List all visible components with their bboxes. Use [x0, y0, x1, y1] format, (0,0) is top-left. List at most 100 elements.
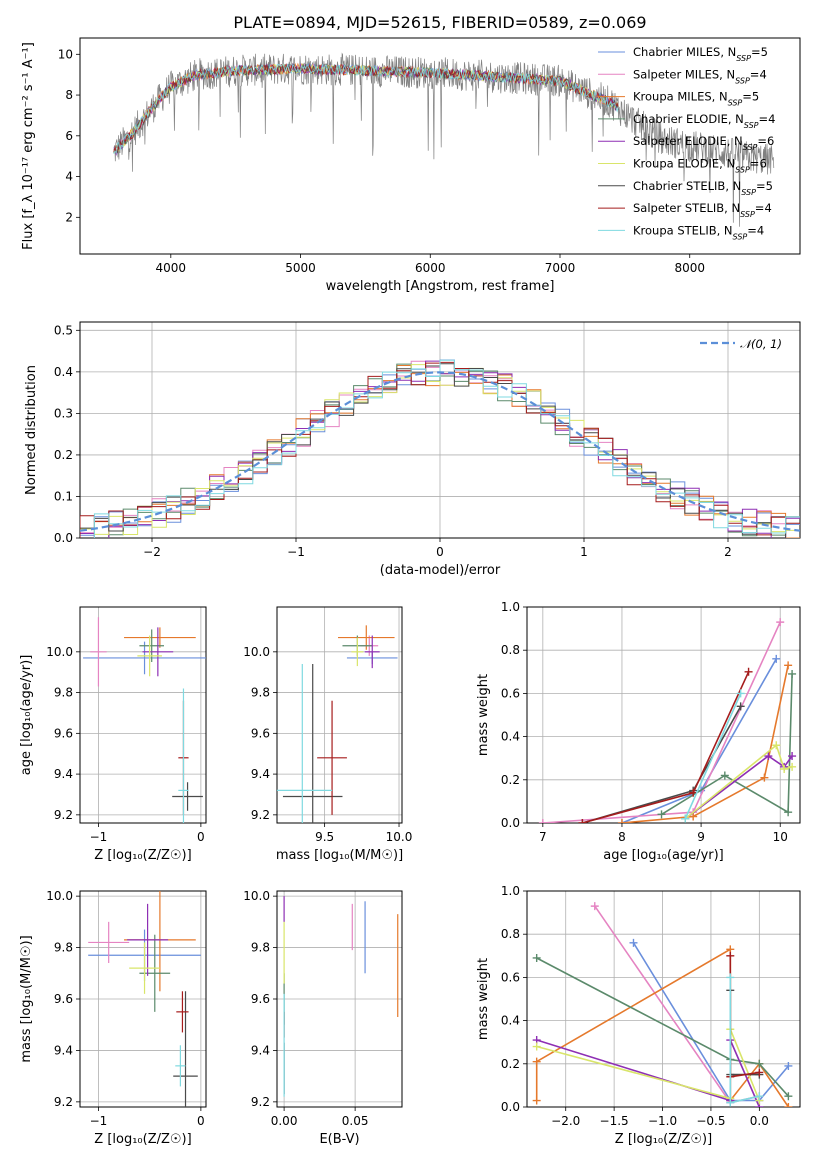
- series-line: [536, 1028, 761, 1101]
- spectrum-data-line: [113, 52, 775, 227]
- axes-frame: [526, 606, 801, 824]
- y-tick-label: 0.4: [501, 1014, 520, 1028]
- spectrum-legend: Chabrier MILES, NSSP=5 Salpeter MILES, NS…: [598, 45, 775, 241]
- series-marker: [532, 1042, 541, 1051]
- errorbar-point: [282, 664, 343, 823]
- x-axis-label: wavelength [Angstrom, rest frame]: [326, 279, 555, 294]
- x-tick-label: −1: [90, 830, 108, 844]
- x-tick-label: −2: [143, 545, 161, 559]
- x-tick-label: 9: [697, 830, 705, 844]
- age-vs-metallicity-panel: −1 0 9.2 9.4 9.6 9.8 10.0 Z [log₁₀(Z/Z☉)] age [l…: [19, 606, 207, 863]
- x-tick-label: −1: [287, 545, 305, 559]
- x-tick-label: 6000: [415, 261, 446, 275]
- axes-frame: [526, 890, 801, 1108]
- series-marker: [657, 810, 666, 819]
- y-tick-label: 1.0: [501, 600, 520, 614]
- series-marker: [755, 1068, 764, 1077]
- errorbar-point: [139, 629, 164, 663]
- errorbar-point: [317, 700, 347, 815]
- errorbar-point: [127, 903, 169, 976]
- x-tick-label: −2.0: [551, 1114, 580, 1128]
- series-marker: [764, 752, 773, 761]
- y-tick-label: 0.0: [501, 816, 520, 830]
- x-tick-label: 0: [197, 1114, 205, 1128]
- y-tick-label: 9.4: [251, 767, 270, 781]
- x-tick-label: −1.0: [648, 1114, 677, 1128]
- y-tick-label: 0.0: [54, 531, 73, 545]
- y-tick-label: 0.1: [54, 489, 73, 503]
- series-marker: [726, 951, 735, 960]
- y-axis-label: mass weight: [476, 674, 491, 756]
- y-tick-label: 9.4: [54, 767, 73, 781]
- weight-vs-age-panel: 7 8 9 10 0.0 0.2 0.4 0.6 0.8 1.0 age [log₁₀(age/yr…: [476, 600, 801, 863]
- series-marker: [760, 773, 769, 782]
- series-marker: [736, 689, 745, 698]
- y-tick-label: 10.0: [243, 645, 270, 659]
- x-axis-label: Z [log₁₀(Z/Z☉)]: [94, 1132, 191, 1147]
- legend-entry: Chabrier MILES, NSSP=5: [633, 45, 768, 63]
- series-marker: [772, 741, 781, 750]
- y-tick-label: 9.2: [54, 808, 73, 822]
- series-marker: [788, 762, 797, 771]
- x-axis-label: mass [log₁₀(M/M☉)]: [276, 848, 403, 863]
- y-tick-label: 9.8: [251, 941, 270, 955]
- x-tick-label: 0.00: [271, 1114, 298, 1128]
- series-marker: [772, 654, 781, 663]
- y-tick-label: 0.6: [501, 686, 520, 700]
- x-tick-label: 2: [724, 545, 732, 559]
- legend-entry: Salpeter MILES, NSSP=4: [633, 67, 767, 85]
- errorbar-point: [88, 921, 130, 963]
- x-tick-label: 10.0: [386, 830, 413, 844]
- y-tick-label: 9.6: [251, 992, 270, 1006]
- y-tick-label: 0.5: [54, 323, 73, 337]
- series-marker: [590, 902, 599, 911]
- legend-entry: Salpeter STELIB, NSSP=4: [633, 201, 772, 219]
- residuals-panel: −2 −1 0 1 2 0.0 0.1 0.2 0.3 0.4 0.5 (data-model)/er…: [24, 321, 801, 578]
- series-marker: [744, 667, 753, 676]
- y-tick-label: 9.8: [54, 941, 73, 955]
- y-tick-label: 0.2: [54, 448, 73, 462]
- y-tick-label: 9.4: [54, 1043, 73, 1057]
- series-marker: [617, 819, 626, 823]
- y-axis-label: Flux [f_λ 10⁻¹⁷ erg cm⁻² s⁻¹ A⁻¹]: [21, 42, 36, 250]
- errorbar-point: [90, 617, 107, 687]
- series-line: [621, 665, 789, 823]
- x-tick-label: 7000: [545, 261, 576, 275]
- errorbar-point: [175, 1045, 186, 1087]
- series-line: [632, 942, 790, 1102]
- series-marker: [784, 1061, 793, 1070]
- y-tick-label: 10.0: [46, 889, 73, 903]
- y-tick-label: 0.0: [501, 1100, 520, 1114]
- series-marker: [532, 1096, 541, 1105]
- x-tick-label: 0: [436, 545, 444, 559]
- mass-vs-metallicity-panel: −1 0 9.2 9.4 9.6 9.8 10.0 Z [log₁₀(Z/Z☉)] mass […: [19, 889, 207, 1147]
- y-tick-label: 10: [58, 47, 73, 61]
- x-tick-label: 8000: [674, 261, 705, 275]
- series-line: [729, 955, 760, 1078]
- mass-vs-ebv-panel: 0.00 0.05 9.2 9.4 9.6 9.8 10.0 E(B-V): [243, 889, 403, 1147]
- x-tick-label: 0.0: [750, 1114, 769, 1128]
- y-tick-label: 0.8: [501, 643, 520, 657]
- y-tick-label: 0.2: [501, 1057, 520, 1071]
- series-marker: [689, 788, 698, 797]
- y-tick-label: 1.0: [501, 884, 520, 898]
- series-marker: [578, 819, 587, 823]
- y-tick-label: 2: [65, 210, 73, 224]
- series-marker: [538, 819, 547, 823]
- errorbar-point: [129, 942, 160, 994]
- errorbar-point: [364, 635, 380, 669]
- axes-frame: [276, 890, 403, 1108]
- errorbar-point: [172, 782, 203, 811]
- errorbar-point: [124, 627, 196, 648]
- spectrum-model-line: [113, 63, 619, 155]
- y-tick-label: 0.2: [501, 773, 520, 787]
- weight-vs-metallicity-panel: −2.0 −1.5 −1.0 −0.5 0.0 0.0 0.2 0.4 0.6 0.8 1.0 Z […: [476, 884, 801, 1147]
- x-tick-label: 5000: [285, 261, 316, 275]
- y-tick-label: 0.3: [54, 406, 73, 420]
- series-marker: [689, 812, 698, 821]
- y-tick-label: 10.0: [243, 889, 270, 903]
- legend-entry: Chabrier ELODIE, NSSP=4: [633, 112, 775, 129]
- y-tick-label: 0.6: [501, 970, 520, 984]
- series-line: [582, 706, 742, 823]
- errorbar-point: [176, 991, 189, 1033]
